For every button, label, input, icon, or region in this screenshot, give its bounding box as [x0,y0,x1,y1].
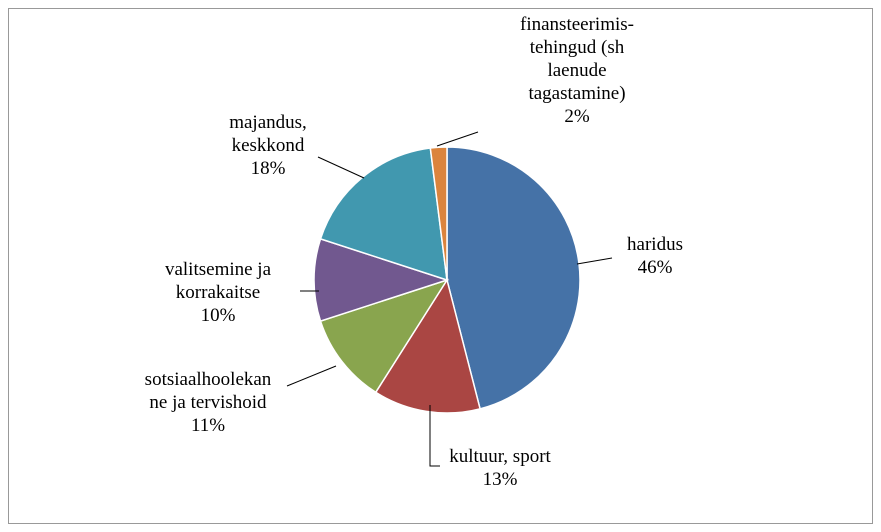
value-label: 10% [201,305,236,326]
pie-slice [374,278,481,414]
leader-line [429,405,440,467]
value-label: 18% [251,158,286,179]
leader-line [286,365,337,387]
slice-label: haridus [627,234,683,255]
pie-slice [429,146,448,281]
leader-line [317,156,365,179]
slice-label: valitsemine ja korrakaitse [165,259,272,303]
value-label: 11% [191,415,225,436]
pie-slice [319,278,449,394]
leader-line [436,131,479,147]
value-label: 2% [564,106,590,127]
leader-line [576,257,613,265]
value-label: 46% [638,257,673,278]
slice-label: finansteerimis-tehingud (sh laenude tagast… [520,14,634,104]
pie-slice [313,237,450,323]
value-label: 13% [483,469,518,490]
slice-label: majandus, keskkond [229,112,307,156]
slice-label: kultuur, sport [449,446,551,467]
slice-label: sotsiaalhoolekan ne ja tervishoid [145,369,272,413]
